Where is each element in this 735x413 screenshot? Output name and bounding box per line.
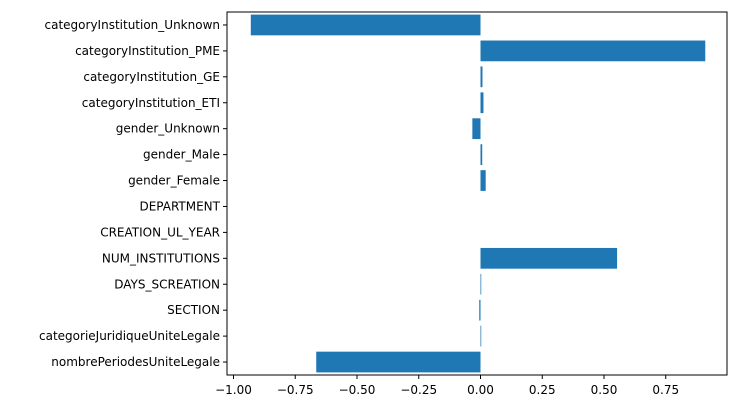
y-tick-label: gender_Male bbox=[143, 148, 220, 162]
y-tick-label: CREATION_UL_YEAR bbox=[100, 225, 220, 239]
y-tick-label: categoryInstitution_PME bbox=[75, 44, 220, 58]
bar-categoryInstitution_GE bbox=[480, 66, 483, 88]
bar-categoryInstitution_Unknown bbox=[250, 14, 481, 36]
bar-DAYS_SCREATION bbox=[480, 273, 482, 295]
bar-categoryInstitution_PME bbox=[480, 40, 706, 62]
bar-categoryInstitution_ETI bbox=[480, 92, 484, 114]
y-tick-label: categoryInstitution_GE bbox=[83, 70, 220, 84]
x-tick-label: −0.25 bbox=[400, 383, 437, 397]
x-tick-label: 0.75 bbox=[652, 383, 679, 397]
y-tick-label: DEPARTMENT bbox=[139, 199, 220, 213]
y-tick-label: nombrePeriodesUniteLegale bbox=[51, 355, 220, 369]
y-axis-ticks: categoryInstitution_Unknown categoryInsti… bbox=[39, 18, 227, 369]
y-tick-label: categoryInstitution_ETI bbox=[82, 96, 220, 110]
x-axis-ticks: −1.00 −0.75 −0.50 −0.25 0.00 0.25 0.50 0.75 bbox=[215, 375, 679, 397]
y-tick-label: categoryInstitution_Unknown bbox=[45, 18, 220, 32]
x-tick-label: −1.00 bbox=[215, 383, 252, 397]
x-tick-label: −0.50 bbox=[339, 383, 376, 397]
bar-categorieJuridiqueUniteLegale bbox=[480, 325, 482, 347]
bar-NUM_INSTITUTIONS bbox=[480, 247, 618, 269]
y-tick-label: SECTION bbox=[167, 303, 220, 317]
bar-SECTION bbox=[479, 299, 481, 321]
y-tick-label: DAYS_SCREATION bbox=[114, 277, 220, 291]
bar-gender_Male bbox=[480, 144, 483, 165]
x-tick-label: 0.00 bbox=[467, 383, 494, 397]
plot-frame bbox=[226, 11, 728, 376]
y-tick-label: NUM_INSTITUTIONS bbox=[102, 251, 220, 265]
x-tick-label: −0.75 bbox=[277, 383, 314, 397]
y-tick-label: gender_Female bbox=[128, 174, 220, 188]
bar-gender_Unknown bbox=[472, 118, 481, 140]
y-tick-label: gender_Unknown bbox=[116, 122, 220, 136]
x-tick-label: 0.25 bbox=[529, 383, 556, 397]
bars-group bbox=[250, 14, 706, 373]
bar-nombrePeriodesUniteLegale bbox=[316, 351, 481, 373]
y-tick-label: categorieJuridiqueUniteLegale bbox=[39, 329, 220, 343]
bar-gender_Female bbox=[480, 170, 486, 191]
x-tick-label: 0.50 bbox=[591, 383, 618, 397]
